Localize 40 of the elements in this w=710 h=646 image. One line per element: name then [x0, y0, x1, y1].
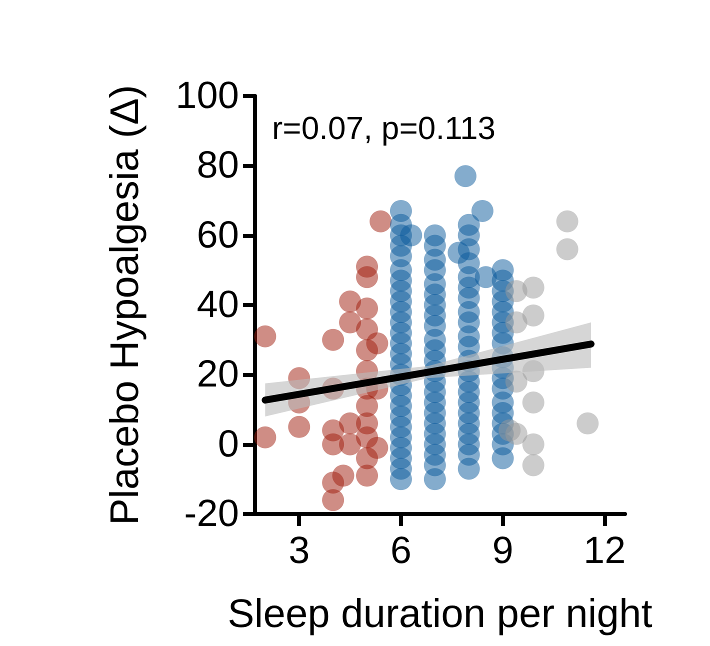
- point: [522, 304, 544, 326]
- point: [288, 416, 310, 438]
- point: [254, 325, 276, 348]
- point: [366, 436, 388, 459]
- y-tick-label: -20: [184, 493, 239, 535]
- point: [356, 339, 378, 362]
- x-tick-label: 6: [390, 530, 412, 572]
- y-tick-label: 40: [196, 284, 239, 326]
- point: [370, 210, 392, 232]
- y-axis-title: Placebo Hypoalgesia (Δ): [103, 84, 147, 526]
- point: [522, 276, 544, 299]
- point: [576, 412, 599, 434]
- point: [556, 210, 578, 232]
- point: [356, 464, 378, 487]
- point: [322, 489, 344, 512]
- point: [356, 297, 378, 320]
- y-tick-label: 0: [218, 423, 239, 466]
- x-tick-label: 9: [492, 530, 514, 572]
- point: [332, 464, 354, 487]
- y-tick-label: 80: [196, 144, 239, 187]
- point: [522, 454, 544, 476]
- point: [339, 433, 362, 456]
- point: [498, 419, 521, 442]
- x-axis-title: Sleep duration per night: [228, 592, 652, 636]
- point: [254, 426, 276, 448]
- y-tick-label: 60: [196, 214, 239, 256]
- point: [505, 311, 528, 334]
- x-tick-label: 3: [288, 530, 310, 572]
- point: [556, 238, 578, 260]
- y-tick-label: 20: [196, 354, 239, 396]
- point: [339, 311, 362, 334]
- point: [522, 392, 544, 414]
- point: [356, 266, 378, 288]
- x-tick-label: 12: [583, 530, 626, 572]
- y-tick-label: 100: [176, 75, 239, 117]
- point: [505, 370, 528, 393]
- annotation: r=0.07, p=0.113: [272, 110, 496, 146]
- point: [522, 433, 544, 456]
- point: [322, 328, 344, 351]
- point: [339, 290, 362, 313]
